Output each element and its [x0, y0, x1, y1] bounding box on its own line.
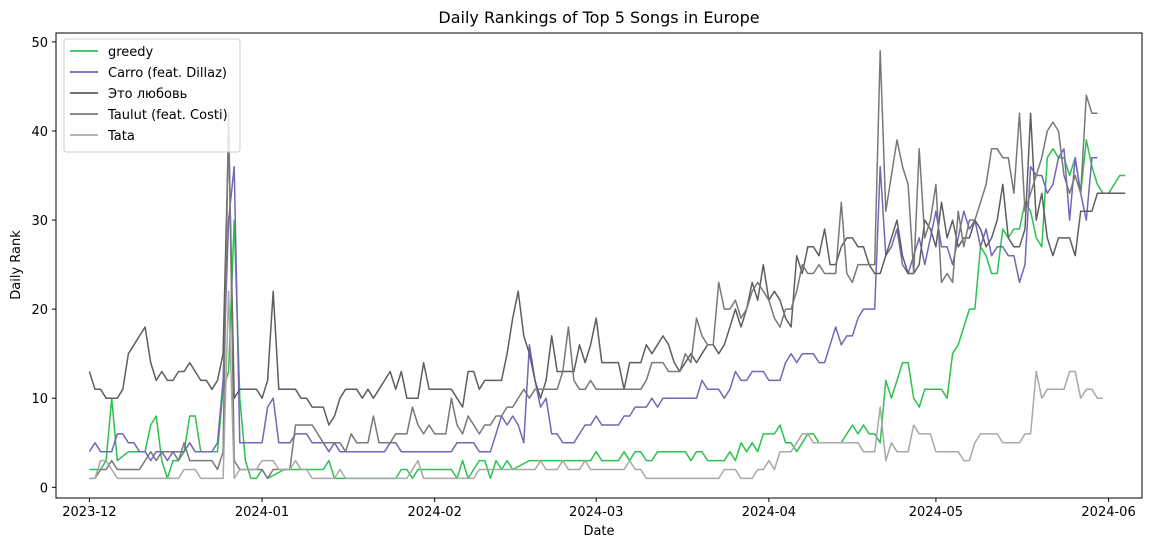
chart-title: Daily Rankings of Top 5 Songs in Europe — [438, 8, 759, 27]
x-tick-label: 2024-04 — [742, 505, 796, 520]
legend-label: Tata — [107, 129, 135, 144]
x-tick-label: 2024-02 — [408, 505, 462, 520]
legend-box — [63, 38, 241, 153]
legend-label: Taulut (feat. Costi) — [107, 108, 228, 123]
x-axis: 2023-12 2024-01 2024-02 2024-03 2024-04 2024-… — [62, 498, 1136, 520]
plot-frame — [55, 32, 1143, 499]
y-tick-label: 0 — [40, 481, 48, 496]
x-tick-label: 2024-03 — [569, 505, 623, 520]
legend-label: greedy — [108, 45, 154, 60]
y-tick-label: 20 — [31, 303, 48, 318]
y-tick-label: 40 — [31, 125, 48, 140]
x-tick-label: 2024-06 — [1081, 505, 1135, 520]
x-axis-title: Date — [583, 524, 614, 539]
y-axis-title: Daily Rank — [9, 230, 24, 300]
series-layer — [88, 50, 1126, 480]
legend: greedy Carro (feat. Dillaz) Это любовь Taul… — [63, 38, 241, 153]
y-tick-label: 30 — [31, 214, 48, 229]
y-axis: 0 10 20 30 40 50 — [31, 36, 56, 496]
x-tick-label: 2023-12 — [62, 505, 116, 520]
series-line-3 — [89, 50, 1098, 480]
x-tick-label: 2024-01 — [235, 505, 289, 520]
legend-label: Это любовь — [108, 87, 187, 102]
x-tick-label: 2024-05 — [909, 505, 963, 520]
legend-label: Carro (feat. Dillaz) — [108, 66, 227, 81]
series-line-0 — [89, 139, 1126, 480]
series-line-1 — [88, 148, 1098, 462]
series-line-4 — [89, 290, 1103, 480]
y-tick-label: 10 — [31, 392, 48, 407]
y-tick-label: 50 — [31, 36, 48, 51]
series-line-2 — [88, 112, 1126, 426]
